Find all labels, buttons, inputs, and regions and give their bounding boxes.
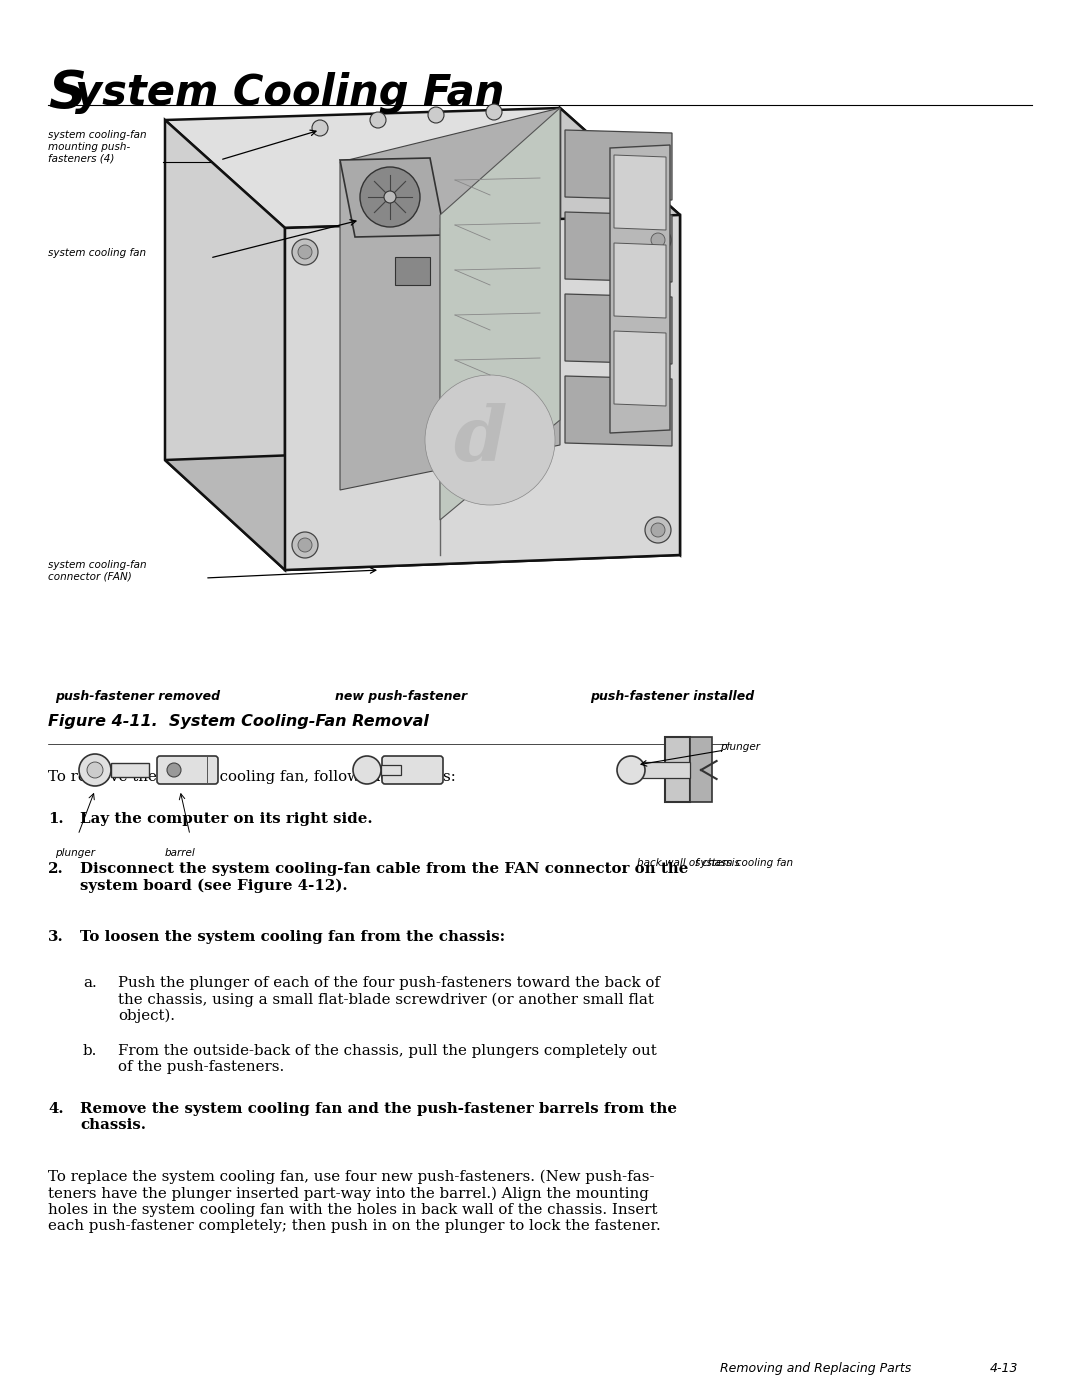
Circle shape: [360, 168, 420, 226]
Text: system cooling-fan
connector (FAN): system cooling-fan connector (FAN): [48, 560, 147, 581]
Polygon shape: [610, 145, 670, 433]
Text: To remove the system cooling fan, follow these steps:: To remove the system cooling fan, follow…: [48, 770, 456, 784]
Text: Lay the computer on its right side.: Lay the computer on its right side.: [80, 812, 373, 826]
Text: Push the plunger of each of the four push-fasteners toward the back of
the chass: Push the plunger of each of the four pus…: [118, 977, 660, 1024]
Polygon shape: [165, 120, 285, 570]
Polygon shape: [165, 108, 680, 228]
Text: 1.: 1.: [48, 812, 64, 826]
Text: 4.: 4.: [48, 1102, 64, 1116]
Polygon shape: [615, 243, 666, 319]
Text: plunger: plunger: [55, 848, 95, 858]
Polygon shape: [565, 293, 672, 365]
Circle shape: [87, 761, 103, 778]
Text: system cooling fan: system cooling fan: [48, 249, 146, 258]
Circle shape: [79, 754, 111, 787]
Polygon shape: [561, 108, 680, 555]
Circle shape: [167, 763, 181, 777]
Circle shape: [651, 233, 665, 247]
Polygon shape: [615, 155, 666, 231]
Polygon shape: [285, 215, 680, 570]
Polygon shape: [340, 108, 561, 490]
Circle shape: [617, 756, 645, 784]
Circle shape: [292, 239, 318, 265]
Circle shape: [353, 756, 381, 784]
Text: b.: b.: [83, 1044, 97, 1058]
Text: To loosen the system cooling fan from the chassis:: To loosen the system cooling fan from th…: [80, 930, 505, 944]
Polygon shape: [440, 108, 561, 520]
FancyBboxPatch shape: [157, 756, 218, 784]
Text: back wall of chassis: back wall of chassis: [637, 858, 740, 868]
Circle shape: [370, 112, 386, 129]
Text: d: d: [454, 402, 507, 476]
Text: Disconnect the system cooling-fan cable from the FAN connector on the
system boa: Disconnect the system cooling-fan cable …: [80, 862, 688, 893]
FancyBboxPatch shape: [665, 738, 690, 802]
Text: Removing and Replacing Parts: Removing and Replacing Parts: [720, 1362, 912, 1375]
Text: a.: a.: [83, 977, 97, 990]
FancyBboxPatch shape: [395, 257, 430, 285]
FancyBboxPatch shape: [382, 756, 443, 784]
Circle shape: [298, 244, 312, 258]
FancyBboxPatch shape: [381, 766, 401, 775]
FancyBboxPatch shape: [640, 761, 690, 778]
Circle shape: [292, 532, 318, 557]
Text: plunger: plunger: [720, 742, 760, 752]
Polygon shape: [565, 130, 672, 200]
Text: system cooling-fan
mounting push-
fasteners (4): system cooling-fan mounting push- fasten…: [48, 130, 147, 163]
Circle shape: [384, 191, 396, 203]
Circle shape: [312, 120, 328, 136]
Text: Remove the system cooling fan and the push-fastener barrels from the
chassis.: Remove the system cooling fan and the pu…: [80, 1102, 677, 1132]
Circle shape: [486, 103, 502, 120]
Text: 4-13: 4-13: [990, 1362, 1018, 1375]
FancyBboxPatch shape: [111, 763, 149, 777]
Polygon shape: [615, 331, 666, 407]
Polygon shape: [340, 158, 445, 237]
Text: system cooling fan: system cooling fan: [696, 858, 793, 868]
Text: 2.: 2.: [48, 862, 64, 876]
Text: barrel: barrel: [165, 848, 195, 858]
Circle shape: [426, 374, 555, 504]
Circle shape: [298, 538, 312, 552]
Circle shape: [428, 108, 444, 123]
Text: From the outside-back of the chassis, pull the plungers completely out
of the pu: From the outside-back of the chassis, pu…: [118, 1044, 657, 1074]
Text: ystem Cooling Fan: ystem Cooling Fan: [75, 73, 504, 115]
Text: To replace the system cooling fan, use four new push-fasteners. (New push-fas-
t: To replace the system cooling fan, use f…: [48, 1171, 661, 1234]
Text: S: S: [48, 68, 86, 120]
Polygon shape: [165, 446, 680, 570]
Text: new push-fastener: new push-fastener: [335, 690, 468, 703]
FancyBboxPatch shape: [690, 738, 712, 802]
Polygon shape: [565, 212, 672, 282]
Circle shape: [645, 226, 671, 253]
Polygon shape: [565, 376, 672, 446]
Circle shape: [645, 517, 671, 543]
Text: 3.: 3.: [48, 930, 64, 944]
Text: push-fastener removed: push-fastener removed: [55, 690, 220, 703]
Circle shape: [651, 522, 665, 536]
Text: Figure 4-11.  System Cooling-Fan Removal: Figure 4-11. System Cooling-Fan Removal: [48, 714, 429, 729]
Text: push-fastener installed: push-fastener installed: [590, 690, 754, 703]
